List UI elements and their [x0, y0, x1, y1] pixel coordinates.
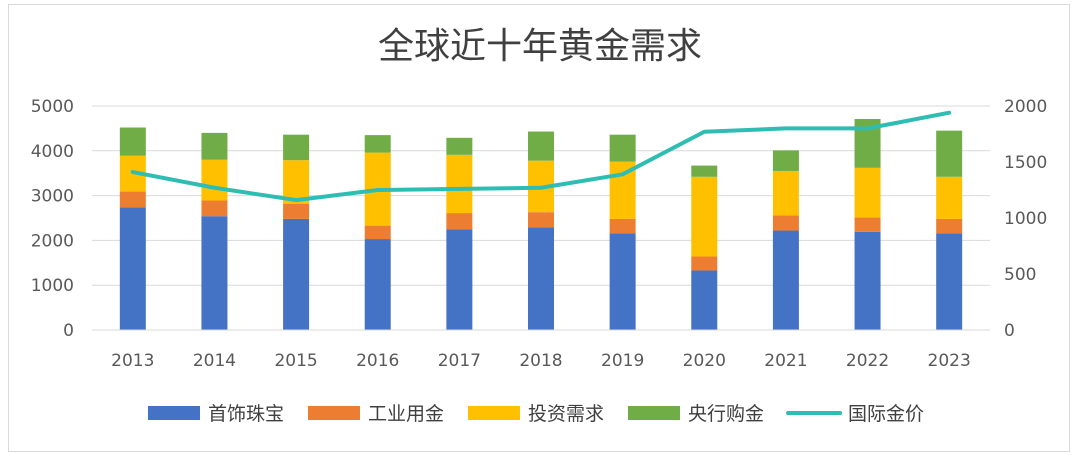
bar-segment — [936, 233, 963, 330]
bar-segment — [528, 227, 554, 330]
bar-segment — [119, 191, 146, 208]
chart-title: 全球近十年黄金需求 — [378, 26, 702, 67]
bar-segment — [691, 165, 718, 177]
legend-label: 投资需求 — [528, 403, 604, 425]
y-left-tick-label: 2000 — [31, 231, 74, 251]
bar-segment — [772, 230, 799, 330]
x-tick-label: 2017 — [438, 351, 481, 371]
x-tick-label: 2013 — [111, 351, 154, 371]
bar-segment — [528, 131, 554, 161]
bar-segment — [283, 203, 310, 219]
bar-segment — [446, 229, 473, 330]
bar-segment — [364, 239, 391, 330]
legend-label: 央行购金 — [688, 403, 764, 425]
bar-segment — [772, 170, 799, 216]
bar-segment — [201, 216, 228, 330]
legend-label: 首饰珠宝 — [208, 403, 284, 425]
bar-segment — [691, 176, 718, 257]
legend: 首饰珠宝 工业用金 投资需求 央行购金 国际金价 — [148, 403, 924, 425]
x-tick-label: 2021 — [764, 351, 807, 371]
y-left-tick-label: 5000 — [31, 97, 74, 117]
x-tick-label: 2023 — [928, 351, 971, 371]
bar-segment — [936, 218, 963, 234]
bar-segment — [364, 225, 391, 240]
price-line — [130, 110, 952, 203]
x-tick-label: 2016 — [356, 351, 399, 371]
x-tick-label: 2015 — [274, 351, 317, 371]
y-left-tick-label: 4000 — [31, 142, 74, 162]
x-tick-label: 2020 — [683, 351, 726, 371]
legend-swatch — [468, 406, 520, 420]
y-right-tick-label: 1000 — [1004, 209, 1047, 229]
legend-swatch — [148, 406, 200, 420]
x-tick-label: 2018 — [519, 351, 562, 371]
bar-segment — [201, 200, 228, 217]
bar-segment — [201, 159, 228, 201]
bar-segment — [936, 176, 963, 219]
bar-segment — [119, 127, 146, 156]
y-right-tick-label: 500 — [1004, 265, 1036, 285]
price-line-group — [130, 110, 952, 203]
bar-segment — [283, 218, 310, 330]
bars-group — [119, 118, 963, 330]
bar-segment — [283, 134, 310, 161]
bar-segment — [854, 167, 881, 218]
bar-segment — [446, 213, 473, 230]
bar-segment — [609, 233, 636, 330]
bar-segment — [528, 212, 554, 228]
y-right-tick-label: 0 — [1004, 321, 1015, 341]
bar-segment — [691, 256, 718, 271]
x-tick-label: 2014 — [193, 351, 236, 371]
bar-segment — [201, 132, 228, 160]
x-tick-label: 2022 — [846, 351, 889, 371]
x-tick-label: 2019 — [601, 351, 644, 371]
legend-swatch — [628, 406, 680, 420]
bar-segment — [772, 150, 799, 171]
bar-segment — [446, 137, 473, 155]
bar-segment — [283, 160, 310, 204]
bar-segment — [446, 154, 473, 214]
y-left-tick-label: 3000 — [31, 187, 74, 207]
legend-label: 国际金价 — [848, 403, 924, 425]
bar-segment — [609, 218, 636, 234]
y-left-tick-label: 1000 — [31, 276, 74, 296]
bar-segment — [609, 134, 636, 162]
legend-swatch — [308, 406, 360, 420]
axes-group: 0 1000 2000 3000 4000 5000 0 500 1000 1500 2000 201… — [31, 97, 1048, 371]
bar-segment — [936, 130, 963, 177]
legend-label: 工业用金 — [368, 403, 444, 425]
bar-segment — [772, 215, 799, 231]
y-left-tick-label: 0 — [63, 321, 74, 341]
bar-segment — [364, 135, 391, 153]
bar-segment — [854, 231, 881, 330]
y-right-tick-label: 1500 — [1004, 153, 1047, 173]
y-right-tick-label: 2000 — [1004, 97, 1047, 117]
bar-segment — [119, 207, 146, 330]
bar-segment — [691, 270, 718, 330]
bar-segment — [854, 217, 881, 232]
